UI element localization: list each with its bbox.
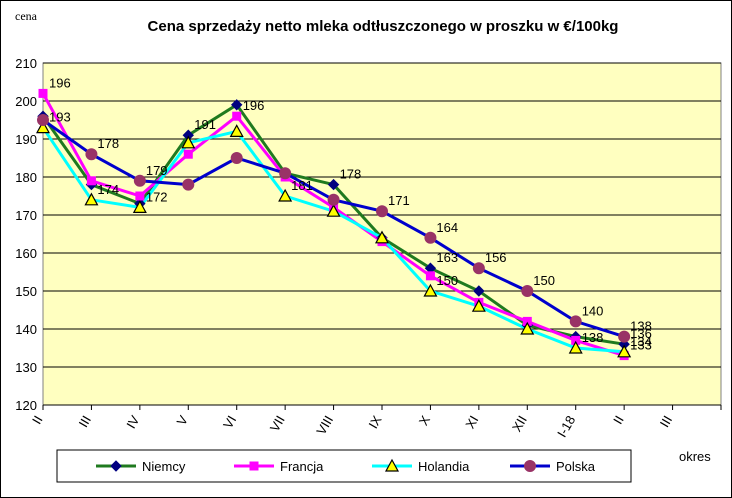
data-point [374,230,390,244]
data-point [425,271,435,281]
data-label: 140 [582,303,604,318]
gridlines [43,62,721,406]
data-point [84,192,99,206]
x-tick-label: V [174,413,191,428]
data-point [181,135,196,149]
data-point [132,200,147,213]
data-point [524,460,536,472]
data-label: 150 [436,273,458,288]
data-point [471,298,486,312]
data-point [327,193,340,206]
y-tick-label: 170 [15,208,37,223]
data-point [618,330,631,343]
x-tick-label: VI [220,413,239,431]
y-tick-label: 190 [15,132,37,147]
x-tick-label: II [610,413,627,427]
data-label: 178 [340,167,362,182]
data-point [521,285,534,297]
x-tick-label: IV [123,413,142,431]
data-point [279,167,292,180]
data-label: 133 [630,338,652,353]
data-point [229,124,244,137]
data-point [110,460,122,472]
data-point [182,178,195,191]
data-point [569,315,582,328]
x-tick-label: XI [462,413,481,431]
data-point [520,321,535,335]
data-point [37,114,49,126]
x-tick-label: X [416,413,433,428]
data-point [86,176,96,186]
data-label: 178 [97,136,119,151]
y-tick-label: 130 [15,360,37,375]
legend-entries: Niemcy Francja Holandia Polska [96,458,596,474]
data-point [327,178,340,191]
data-point [249,461,259,471]
y-tick-label: 180 [15,170,37,185]
data-point [135,191,145,201]
data-label: 134 [630,334,652,349]
x-tick-label: XII [509,413,530,434]
x-tick-label: VII [267,413,288,434]
data-point [473,285,485,297]
data-label: 156 [485,250,507,265]
y-tick-label: 140 [15,322,37,337]
legend-label: Francja [280,459,324,474]
data-point [376,205,388,218]
y-tick-label: 200 [15,94,37,109]
data-point [278,188,293,202]
data-point [232,111,242,121]
data-point [183,149,193,159]
data-label: 193 [49,110,71,125]
data-label: 179 [146,163,168,178]
data-point [384,458,400,472]
data-label: 138 [630,319,652,334]
data-point [230,152,243,164]
series-layer [35,88,632,361]
data-label: 196 [49,75,71,90]
legend-label: Polska [556,459,596,474]
data-label: 196 [243,98,265,113]
data-label: 136 [630,326,652,341]
data-point [568,340,583,354]
x-tick-label: II [29,413,46,427]
data-label: 163 [436,250,458,265]
data-label: 164 [436,220,458,235]
data-point [423,283,438,297]
x-tick-label: III [76,413,94,430]
x-tick-label: IX [365,413,384,431]
data-point [424,231,437,244]
y-tick-label: 120 [15,398,37,413]
data-label: 171 [388,193,410,208]
y-tick-label: 150 [15,284,37,299]
data-point [133,174,146,187]
data-point [326,203,341,217]
y-axis-label: cena [15,9,38,23]
chart-title: Cena sprzedaży netto mleka odtłuszczoneg… [148,18,619,35]
data-label: 172 [146,189,168,204]
data-point [35,120,51,134]
data-point [231,99,243,111]
data-label: 138 [582,330,604,345]
x-tick-label: I-18 [554,413,578,440]
data-point [85,148,98,161]
data-label: 181 [291,178,313,193]
y-tick-label: 160 [15,246,37,261]
x-axis-label: okres [679,449,711,464]
legend-label: Niemcy [142,459,186,474]
data-point [472,262,485,275]
legend-label: Holandia [418,459,470,474]
data-point [617,344,632,358]
y-tick-label: 210 [15,56,37,71]
data-label: 174 [97,182,119,197]
data-point [38,88,48,98]
data-label: 191 [194,117,216,132]
data-label: 150 [533,273,555,288]
x-tick-label: III [657,413,675,430]
x-tick-label: VIII [313,413,336,437]
